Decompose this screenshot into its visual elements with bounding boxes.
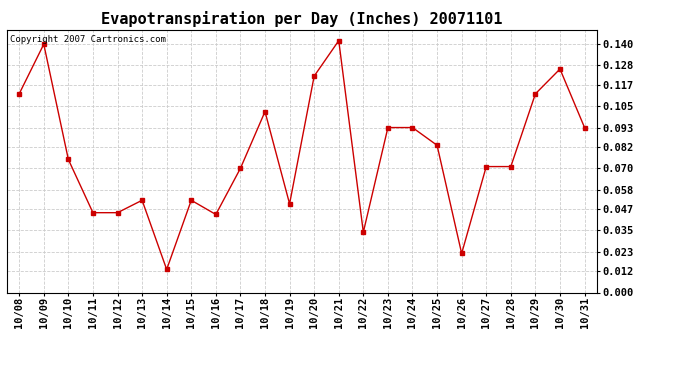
Title: Evapotranspiration per Day (Inches) 20071101: Evapotranspiration per Day (Inches) 2007… (101, 12, 502, 27)
Text: Copyright 2007 Cartronics.com: Copyright 2007 Cartronics.com (10, 35, 166, 44)
